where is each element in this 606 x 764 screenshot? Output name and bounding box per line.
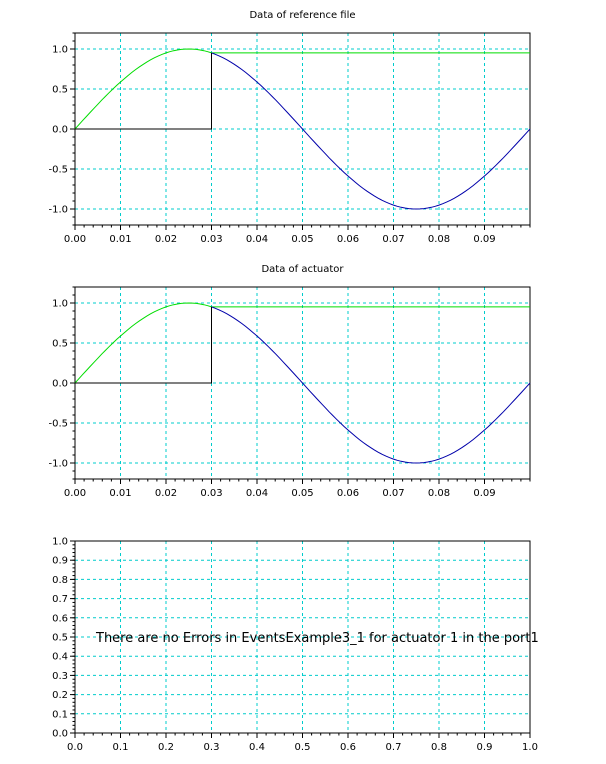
x-tick-label: 0.00 xyxy=(64,488,86,499)
y-tick-label: 0.0 xyxy=(52,379,68,390)
y-tick-label: 0.5 xyxy=(52,339,68,350)
x-tick-label: 0.06 xyxy=(337,488,359,499)
x-tick-label: 0.8 xyxy=(431,742,447,753)
y-tick-label: 0.6 xyxy=(52,613,68,624)
x-tick-label: 0.08 xyxy=(428,234,450,245)
y-tick-label: -1.0 xyxy=(48,205,68,216)
plot-frame xyxy=(74,540,531,734)
y-tick-label: 1.0 xyxy=(52,299,68,310)
x-tick-label: 0.06 xyxy=(337,234,359,245)
x-tick-label: 0.02 xyxy=(155,488,177,499)
series-line-3 xyxy=(75,52,212,130)
y-tick-label: 0.5 xyxy=(52,85,68,96)
x-tick-label: 0.09 xyxy=(473,234,495,245)
y-tick-label: 0.5 xyxy=(52,633,68,644)
x-tick-label: 0.5 xyxy=(295,742,311,753)
y-tick-label: 0.7 xyxy=(52,594,68,605)
y-tick-label: 0.0 xyxy=(52,729,68,740)
x-tick-label: 0.7 xyxy=(386,742,402,753)
x-tick-label: 0.08 xyxy=(428,488,450,499)
chart-panel-2: Data of actuator 0.00 0.01 0.02 0.03 0.04 0.05… xyxy=(48,264,531,499)
x-tick-label: 0.00 xyxy=(64,234,86,245)
y-tick-label: -1.0 xyxy=(48,459,68,470)
y-tick-label: 0.9 xyxy=(52,556,68,567)
y-tick-label: 0.0 xyxy=(52,125,68,136)
x-tick-label: 0.2 xyxy=(158,742,174,753)
x-tick-label: 0.9 xyxy=(477,742,493,753)
y-tick-label: 1.0 xyxy=(52,45,68,56)
x-tick-label: 1.0 xyxy=(522,742,538,753)
x-tick-label: 0.05 xyxy=(291,234,313,245)
y-tick-label: 1.0 xyxy=(52,537,68,548)
y-tick-label: 0.2 xyxy=(52,690,68,701)
x-tick-label: 0.04 xyxy=(246,488,268,499)
x-tick-label: 0.1 xyxy=(113,742,129,753)
series-line-1 xyxy=(74,48,530,130)
x-tick-label: 0.0 xyxy=(67,742,83,753)
x-tick-label: 0.02 xyxy=(155,234,177,245)
y-tick-label: -0.5 xyxy=(48,419,68,430)
y-tick-label: -0.5 xyxy=(48,165,68,176)
x-tick-label: 0.04 xyxy=(246,234,268,245)
x-tick-label: 0.6 xyxy=(340,742,356,753)
series-line-1 xyxy=(74,302,530,384)
chart-panel-3: 0.0 0.1 0.2 0.3 0.4 0.5 0.6 0.7 0.8 0.9 1.0 1.0 0.9 0… xyxy=(52,537,539,754)
x-tick-label: 0.03 xyxy=(200,488,222,499)
chart-panel-1: Data of reference file 0.00 0.01 0.02 0.03 0.… xyxy=(48,10,531,245)
x-tick-label: 0.03 xyxy=(200,234,222,245)
x-tick-label: 0.07 xyxy=(382,234,404,245)
y-tick-label: 0.3 xyxy=(52,671,68,682)
y-tick-label: 0.8 xyxy=(52,575,68,586)
annotation-text: There are no Errors in EventsExample3_1 … xyxy=(95,631,539,646)
x-tick-label: 0.01 xyxy=(109,234,131,245)
series-line-2 xyxy=(211,306,531,464)
x-tick-label: 0.3 xyxy=(204,742,220,753)
x-tick-label: 0.07 xyxy=(382,488,404,499)
x-tick-label: 0.05 xyxy=(291,488,313,499)
y-tick-label: 0.4 xyxy=(52,652,68,663)
series-line-2 xyxy=(211,52,531,210)
chart-title: Data of reference file xyxy=(249,10,355,21)
chart-title: Data of actuator xyxy=(261,264,344,275)
x-tick-label: 0.09 xyxy=(473,488,495,499)
x-tick-label: 0.01 xyxy=(109,488,131,499)
y-tick-label: 0.1 xyxy=(52,709,68,720)
x-tick-label: 0.4 xyxy=(249,742,265,753)
series-line-3 xyxy=(75,306,212,384)
